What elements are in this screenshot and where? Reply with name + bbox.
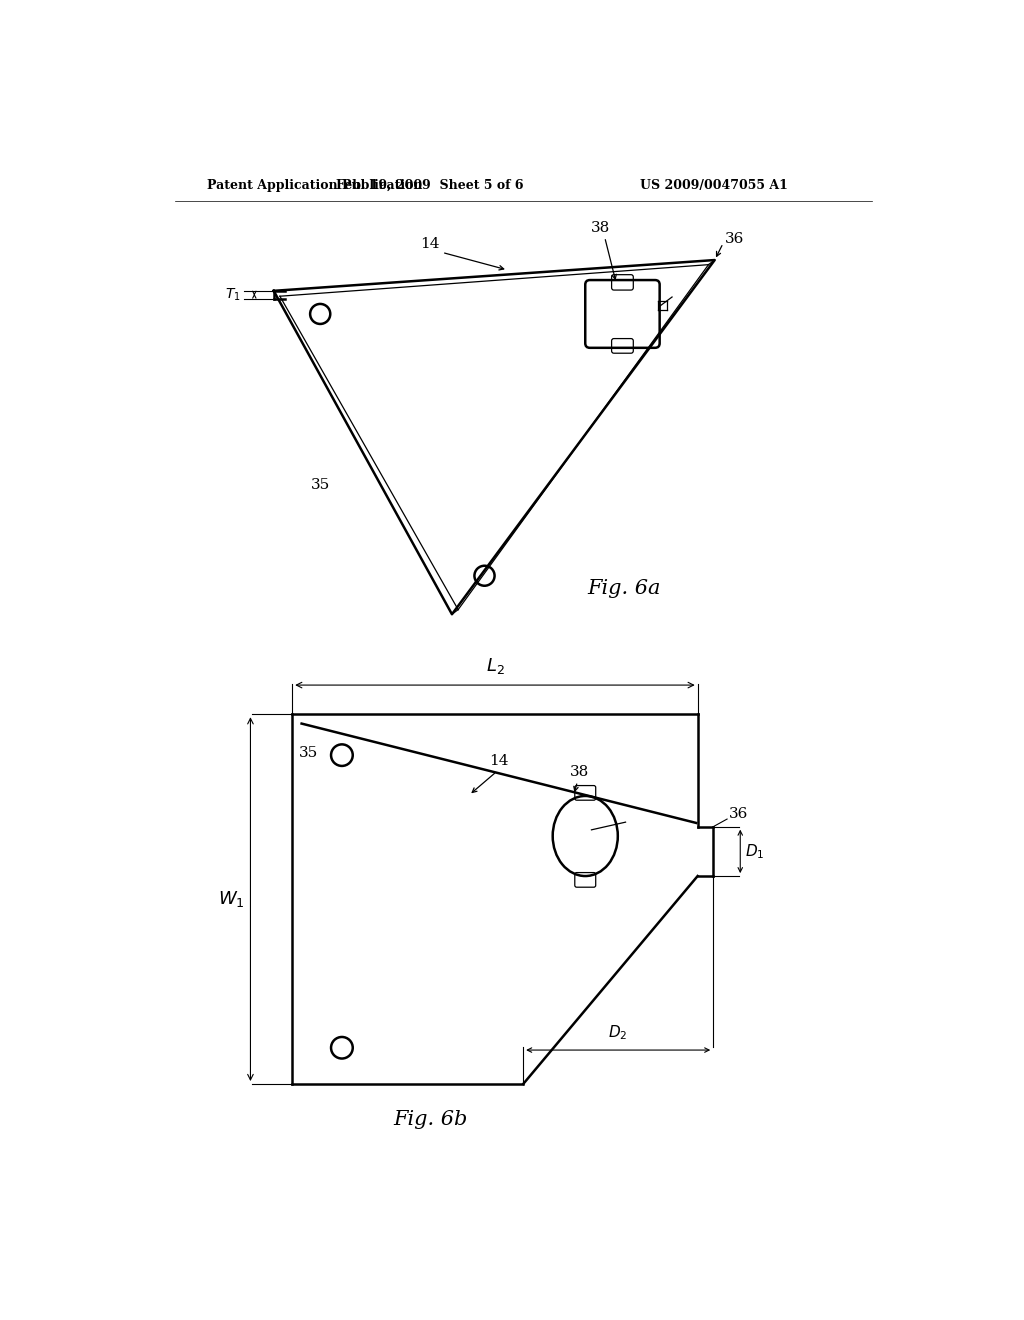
Text: $L_2$: $L_2$	[485, 656, 505, 676]
Text: Feb. 19, 2009  Sheet 5 of 6: Feb. 19, 2009 Sheet 5 of 6	[337, 178, 524, 191]
Text: Patent Application Publication: Patent Application Publication	[207, 178, 423, 191]
Text: $W_1$: $W_1$	[217, 890, 245, 909]
Text: 38: 38	[569, 766, 589, 779]
Text: 35: 35	[310, 478, 330, 492]
Text: 36: 36	[729, 807, 748, 821]
Text: 36: 36	[725, 232, 744, 247]
Text: Fig. 6b: Fig. 6b	[393, 1110, 467, 1129]
Text: 35: 35	[299, 746, 317, 760]
Text: US 2009/0047055 A1: US 2009/0047055 A1	[640, 178, 787, 191]
Text: $T_1$: $T_1$	[224, 286, 241, 302]
Text: 38: 38	[591, 222, 610, 235]
Text: 14: 14	[421, 236, 440, 251]
Text: 14: 14	[488, 754, 508, 768]
Text: $D_2$: $D_2$	[608, 1024, 628, 1043]
Text: Fig. 6a: Fig. 6a	[587, 578, 660, 598]
Text: $D_1$: $D_1$	[744, 842, 764, 861]
